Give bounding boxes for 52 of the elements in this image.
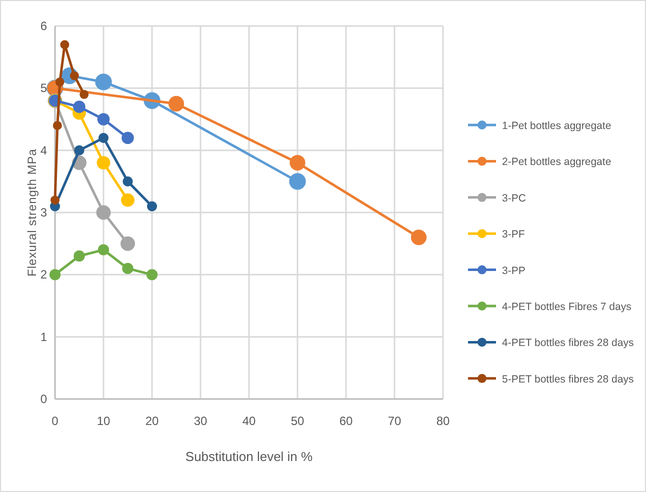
y-tick-label: 4 xyxy=(40,143,48,158)
point xyxy=(146,201,158,212)
legend-label: 3-PC xyxy=(502,192,526,204)
y-tick-label: 5 xyxy=(40,81,48,96)
point xyxy=(410,230,427,246)
point xyxy=(49,269,61,280)
point xyxy=(96,205,111,220)
x-tick-label: 60 xyxy=(339,414,353,428)
point xyxy=(121,193,134,207)
point xyxy=(96,156,110,170)
x-tick-label: 0 xyxy=(52,414,59,428)
point xyxy=(73,100,86,113)
x-tick-label: 20 xyxy=(145,414,159,428)
legend-label: 1-Pet bottles aggregate xyxy=(502,120,612,132)
point xyxy=(290,154,306,171)
point xyxy=(122,262,134,274)
point xyxy=(55,77,64,86)
point xyxy=(60,40,70,50)
y-tick-label: 1 xyxy=(40,330,48,344)
y-axis-title: Flexural strength MPa xyxy=(25,148,39,276)
point xyxy=(289,173,306,190)
x-axis-title: Substitution level in % xyxy=(185,449,314,464)
point xyxy=(122,132,134,144)
legend-label: 4-PET bottles Fibres 7 days xyxy=(502,301,632,313)
y-tick-label: 3 xyxy=(40,206,48,220)
x-tick-label: 50 xyxy=(290,414,304,428)
x-tick-label: 80 xyxy=(436,414,450,428)
point xyxy=(168,96,184,112)
x-tick-label: 70 xyxy=(388,414,402,428)
y-tick-label: 6 xyxy=(40,19,48,33)
point xyxy=(98,244,110,256)
point xyxy=(122,176,133,186)
legend-label: 3-PP xyxy=(502,264,526,277)
point xyxy=(52,120,62,130)
point xyxy=(74,250,85,262)
point xyxy=(50,196,60,205)
x-tick-label: 10 xyxy=(96,414,110,428)
x-tick-label: 40 xyxy=(242,414,256,428)
point xyxy=(146,269,158,280)
legend-label: 3-PF xyxy=(502,228,525,241)
point xyxy=(74,145,84,156)
legend-label: 5-PET bottles fibres 28 days xyxy=(502,373,634,386)
legend-label: 2-Pet bottles aggregate xyxy=(502,156,612,168)
point xyxy=(95,74,112,90)
y-tick-label: 2 xyxy=(40,268,48,282)
point xyxy=(120,236,135,251)
y-tick-label: 0 xyxy=(40,392,48,406)
point xyxy=(97,113,110,126)
point xyxy=(98,132,109,143)
legend-label: 4-PET bottles fibres 28 days xyxy=(502,337,634,350)
x-tick-label: 30 xyxy=(194,414,208,428)
point xyxy=(80,90,89,99)
